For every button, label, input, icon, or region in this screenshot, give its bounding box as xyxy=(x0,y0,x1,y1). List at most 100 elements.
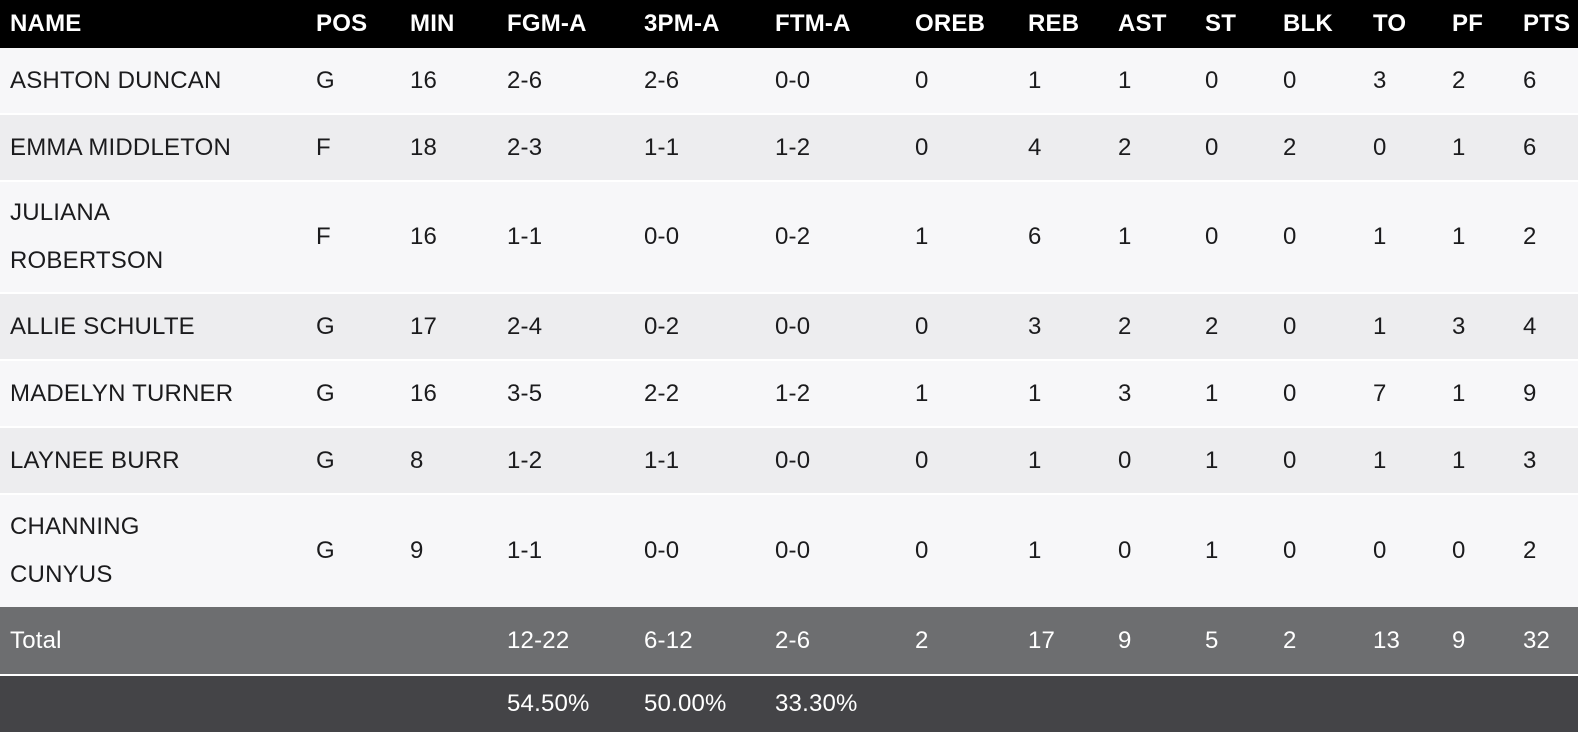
stat-cell-reb: 3 xyxy=(1028,312,1042,340)
stat-cell-reb: 4 xyxy=(1028,133,1042,161)
player-row: ASHTON DUNCAN G 16 2-6 2-6 0-0 0 1 1 0 0… xyxy=(0,48,1578,115)
total-cell-3pm-a: 6-12 xyxy=(644,626,693,654)
pct-cell-3pt: 50.00% xyxy=(644,690,727,717)
stat-cell-pts: 4 xyxy=(1523,312,1537,340)
table-header-row: NAME POS MIN FGM-A 3PM-A FTM-A OREB REB … xyxy=(0,0,1578,48)
stat-cell-ast: 1 xyxy=(1118,223,1132,250)
player-row: MADELYN TURNER G 16 3-5 2-2 1-2 1 1 3 1 … xyxy=(0,361,1578,428)
stat-cell-oreb: 0 xyxy=(915,537,929,564)
header-cell-oreb: OREB xyxy=(915,10,986,37)
stat-cell-blk: 0 xyxy=(1283,223,1297,250)
shooting-percentage-row: 54.50% 50.00% 33.30% xyxy=(0,674,1578,732)
stat-cell-to: 1 xyxy=(1373,223,1387,250)
stat-cell-ftm-a: 0-0 xyxy=(775,537,811,564)
player-name-cell: ASHTON DUNCAN xyxy=(10,66,222,94)
player-name-cell: LAYNEE BURR xyxy=(10,446,180,474)
stat-cell-ast: 0 xyxy=(1118,537,1132,564)
stat-cell-min: 16 xyxy=(410,379,438,407)
stat-cell-pf: 1 xyxy=(1452,133,1466,161)
stat-cell-fgm-a: 2-3 xyxy=(507,133,543,161)
stat-cell-st: 1 xyxy=(1205,379,1219,407)
stat-cell-reb: 1 xyxy=(1028,537,1042,564)
stat-cell-pts: 2 xyxy=(1523,537,1537,564)
stat-cell-oreb: 0 xyxy=(915,66,929,94)
stat-cell-to: 0 xyxy=(1373,537,1387,564)
stat-cell-pos: G xyxy=(316,446,335,474)
stat-cell-pf: 1 xyxy=(1452,446,1466,474)
player-name-cell: JULIANA ROBERTSON xyxy=(10,199,164,274)
stat-cell-oreb: 0 xyxy=(915,312,929,340)
stat-cell-3pm-a: 0-0 xyxy=(644,537,680,564)
stat-cell-oreb: 1 xyxy=(915,379,929,407)
stat-cell-3pm-a: 1-1 xyxy=(644,446,680,474)
total-cell-to: 13 xyxy=(1373,626,1401,654)
stat-cell-ftm-a: 0-2 xyxy=(775,223,811,250)
stat-cell-fgm-a: 2-4 xyxy=(507,312,543,340)
stat-cell-pts: 3 xyxy=(1523,446,1537,474)
stat-cell-st: 1 xyxy=(1205,537,1219,564)
stat-cell-3pm-a: 2-6 xyxy=(644,66,680,94)
stat-cell-st: 0 xyxy=(1205,66,1219,94)
stat-cell-fgm-a: 1-1 xyxy=(507,223,543,250)
stat-cell-pos: G xyxy=(316,537,335,564)
stat-cell-fgm-a: 2-6 xyxy=(507,66,543,94)
stat-cell-to: 7 xyxy=(1373,379,1387,407)
stat-cell-ast: 3 xyxy=(1118,379,1132,407)
stat-cell-ast: 0 xyxy=(1118,446,1132,474)
stat-cell-reb: 1 xyxy=(1028,379,1042,407)
stat-cell-min: 9 xyxy=(410,537,424,564)
stat-cell-blk: 2 xyxy=(1283,133,1297,161)
stat-cell-ftm-a: 0-0 xyxy=(775,312,811,340)
stat-cell-to: 1 xyxy=(1373,446,1387,474)
total-cell-pf: 9 xyxy=(1452,626,1466,654)
stat-cell-pos: G xyxy=(316,379,335,407)
total-cell-fgm-a: 12-22 xyxy=(507,626,570,654)
total-cell-blk: 2 xyxy=(1283,626,1297,654)
stat-cell-blk: 0 xyxy=(1283,537,1297,564)
pct-cell-ft: 33.30% xyxy=(775,690,858,717)
stat-cell-3pm-a: 0-2 xyxy=(644,312,680,340)
stat-cell-st: 2 xyxy=(1205,312,1219,340)
total-cell-st: 5 xyxy=(1205,626,1219,654)
stat-cell-pf: 1 xyxy=(1452,379,1466,407)
total-row: Total 12-22 6-12 2-6 2 17 9 5 2 13 9 32 xyxy=(0,607,1578,674)
stat-cell-to: 0 xyxy=(1373,133,1387,161)
stat-cell-pf: 1 xyxy=(1452,223,1466,250)
stat-cell-fgm-a: 1-1 xyxy=(507,537,543,564)
stat-cell-pos: G xyxy=(316,312,335,340)
stat-cell-blk: 0 xyxy=(1283,66,1297,94)
stat-cell-pf: 2 xyxy=(1452,66,1466,94)
stat-cell-pf: 3 xyxy=(1452,312,1466,340)
stat-cell-oreb: 0 xyxy=(915,446,929,474)
header-cell-pts: PTS xyxy=(1523,10,1571,37)
header-cell-ast: AST xyxy=(1118,10,1167,37)
stat-cell-ast: 2 xyxy=(1118,133,1132,161)
stat-cell-st: 0 xyxy=(1205,223,1219,250)
total-cell-oreb: 2 xyxy=(915,626,929,654)
header-cell-fgm-a: FGM-A xyxy=(507,10,587,37)
stat-cell-blk: 0 xyxy=(1283,312,1297,340)
player-name-cell: ALLIE SCHULTE xyxy=(10,312,195,340)
header-cell-reb: REB xyxy=(1028,10,1080,37)
player-name-cell: EMMA MIDDLETON xyxy=(10,133,232,161)
player-row: CHANNING CUNYUS G 9 1-1 0-0 0-0 0 1 0 1 … xyxy=(0,495,1578,607)
header-cell-pos: POS xyxy=(316,10,368,37)
stat-cell-pos: F xyxy=(316,223,331,250)
stat-cell-pf: 0 xyxy=(1452,537,1466,564)
header-cell-blk: BLK xyxy=(1283,10,1333,37)
stat-cell-min: 16 xyxy=(410,223,438,250)
stat-cell-3pm-a: 2-2 xyxy=(644,379,680,407)
player-row: EMMA MIDDLETON F 18 2-3 1-1 1-2 0 4 2 0 … xyxy=(0,115,1578,182)
total-cell-pts: 32 xyxy=(1523,626,1551,654)
stat-cell-oreb: 1 xyxy=(915,223,929,250)
stat-cell-ast: 2 xyxy=(1118,312,1132,340)
total-cell-reb: 17 xyxy=(1028,626,1056,654)
stat-cell-pts: 9 xyxy=(1523,379,1537,407)
stat-cell-fgm-a: 3-5 xyxy=(507,379,543,407)
player-row: LAYNEE BURR G 8 1-2 1-1 0-0 0 1 0 1 0 1 … xyxy=(0,428,1578,495)
stat-cell-min: 8 xyxy=(410,446,424,474)
stat-cell-ftm-a: 0-0 xyxy=(775,66,811,94)
stat-cell-ftm-a: 1-2 xyxy=(775,379,811,407)
stat-cell-min: 17 xyxy=(410,312,438,340)
